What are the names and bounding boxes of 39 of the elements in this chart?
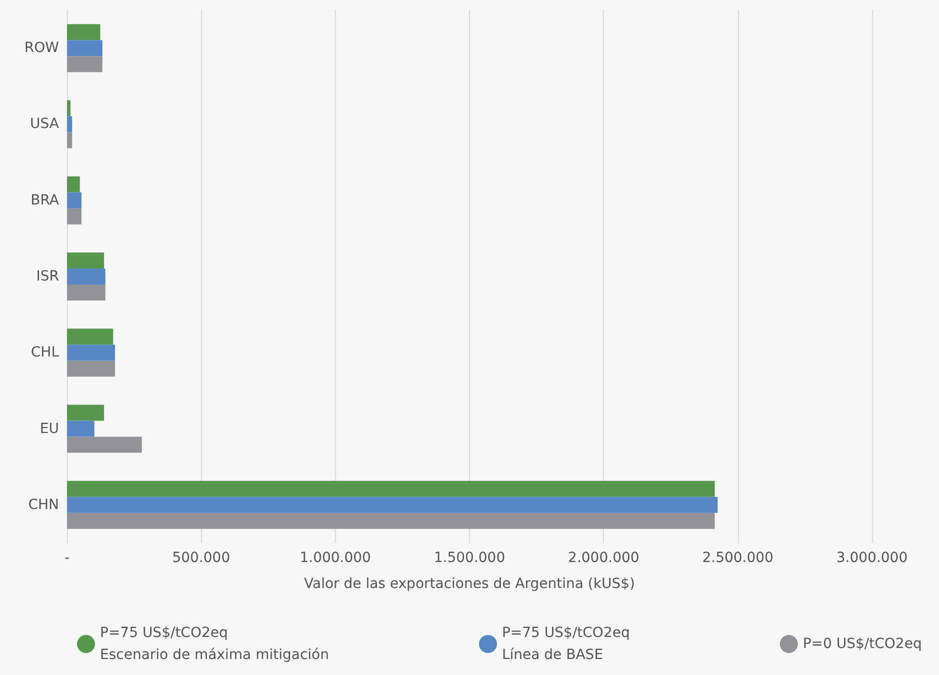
bar	[67, 436, 142, 453]
legend-label: P=75 US$/tCO2eq Línea de BASE	[502, 625, 630, 663]
x-tick-label: 2.000.000	[568, 550, 640, 566]
y-tick-label: USA	[30, 116, 60, 132]
y-tick-label: ISR	[36, 268, 60, 284]
bar	[67, 40, 102, 56]
bar	[67, 116, 72, 132]
x-tick-label: 1.500.000	[434, 550, 506, 566]
y-tick-label: ROW	[24, 40, 60, 56]
bar	[67, 420, 94, 437]
bar	[67, 404, 104, 421]
x-axis-title: Valor de las exportaciones de Argentina (kUS$)	[304, 576, 635, 592]
x-tick-label: 500.000	[172, 550, 230, 566]
bar	[67, 268, 106, 284]
bar	[67, 344, 116, 361]
bar	[67, 24, 100, 40]
legend-label: P=75 US$/tCO2eq Escenario de máxima mitigación	[100, 625, 329, 663]
bar	[67, 252, 104, 268]
y-tick-label: EU	[40, 420, 59, 437]
y-tick-label: CHN	[28, 496, 59, 513]
bar	[67, 208, 82, 224]
legend-label: P=0 US$/tCO2eq	[802, 636, 922, 652]
x-tick-label: 2.500.000	[702, 550, 774, 566]
bar	[67, 284, 106, 300]
x-tick-label: -	[64, 550, 70, 566]
x-tick-label: 1.000.000	[300, 550, 371, 566]
bar	[67, 132, 72, 148]
bar	[67, 192, 82, 208]
bar	[67, 100, 70, 116]
y-tick-label: CHL	[30, 344, 60, 361]
y-tick-label: BRA	[30, 192, 60, 208]
x-tick-label: 3.000.000	[836, 550, 908, 566]
bar	[67, 56, 102, 72]
bar	[67, 496, 718, 513]
bar	[67, 176, 80, 192]
bar	[67, 328, 114, 345]
bar	[67, 512, 715, 529]
bar	[67, 480, 715, 497]
bar	[67, 360, 116, 377]
